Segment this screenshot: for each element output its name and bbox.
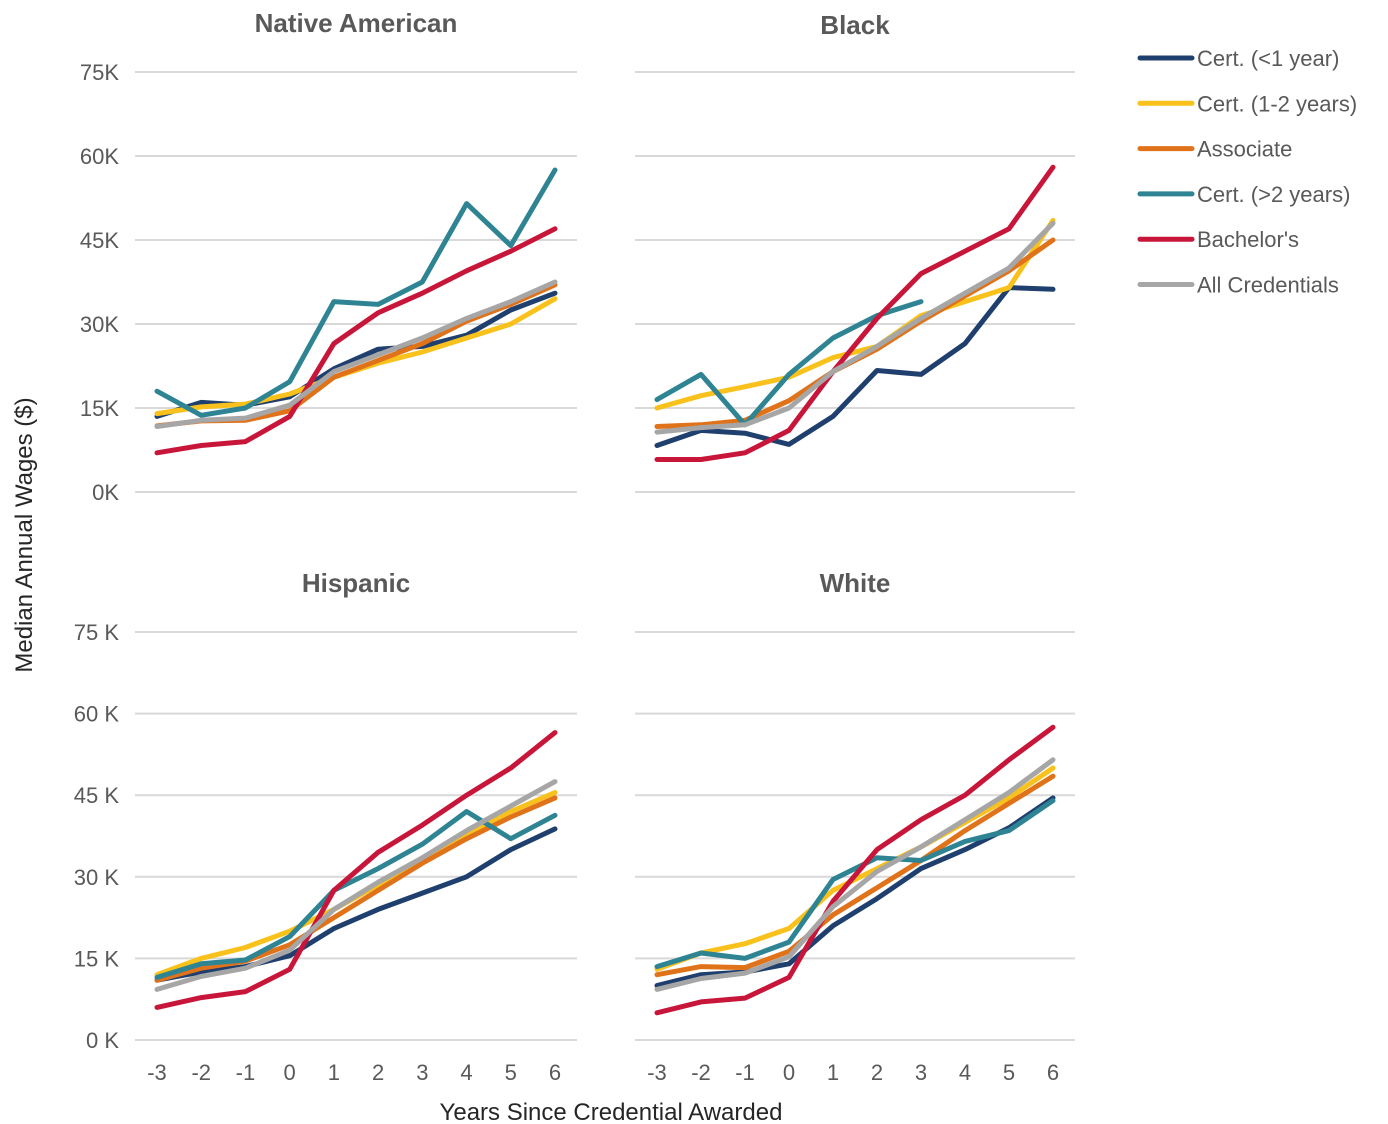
x-tick-label: 2 (372, 1060, 384, 1085)
y-axis-label: Median Annual Wages ($) (11, 397, 38, 672)
x-tick-label: -3 (647, 1060, 667, 1085)
x-tick-label: 6 (1047, 1060, 1059, 1085)
y-tick-label: 45 K (74, 783, 120, 808)
x-tick-label: 3 (416, 1060, 428, 1085)
x-tick-label: 6 (549, 1060, 561, 1085)
x-tick-label: -2 (191, 1060, 211, 1085)
y-tick-label: 0 K (86, 1028, 119, 1053)
x-tick-label: 4 (959, 1060, 971, 1085)
x-tick-label: -1 (236, 1060, 256, 1085)
panel-0: Native American 0K 15K 30K 45K 60K 75K (80, 8, 577, 505)
legend-label: Bachelor's (1197, 227, 1299, 252)
series-line (154, 167, 558, 418)
series-line (154, 279, 558, 429)
x-tick-label: 4 (460, 1060, 472, 1085)
series-line (654, 285, 1056, 448)
y-tick-label: 75K (80, 60, 119, 85)
legend: Cert. (<1 year) Cert. (1-2 years) Associat… (1137, 46, 1357, 298)
y-tick-label: 60K (80, 144, 119, 169)
x-tick-label: 1 (328, 1060, 340, 1085)
x-tick-label: 2 (871, 1060, 883, 1085)
y-tick-label: 30 K (74, 865, 120, 890)
x-tick-label: 3 (915, 1060, 927, 1085)
series-line (154, 779, 558, 992)
x-axis-label: Years Since Credential Awarded (440, 1099, 783, 1124)
y-tick-label: 45K (80, 228, 119, 253)
panel-1: Black (635, 10, 1075, 493)
x-tick-label: 1 (827, 1060, 839, 1085)
legend-label: Cert. (>2 years) (1197, 182, 1350, 207)
series-line (154, 826, 558, 983)
x-tick-label: 0 (284, 1060, 296, 1085)
panels: Native American 0K 15K 30K 45K 60K 75K Black His… (74, 8, 1075, 1085)
x-tick-label: -1 (735, 1060, 755, 1085)
series-line (654, 217, 1056, 411)
series-line (154, 730, 558, 1010)
series-line (154, 809, 558, 980)
panel-title: Hispanic (302, 568, 410, 598)
legend-item: Bachelor's (1137, 227, 1299, 252)
series-line (654, 798, 1056, 970)
legend-label: Associate (1197, 137, 1292, 162)
legend-label: Cert. (<1 year) (1197, 46, 1339, 71)
legend-item: Cert. (>2 years) (1137, 182, 1350, 207)
x-tick-label: -2 (691, 1060, 711, 1085)
series-line (154, 790, 558, 978)
series-line (654, 765, 1056, 972)
legend-item: All Credentials (1137, 273, 1339, 298)
legend-item: Cert. (<1 year) (1137, 46, 1339, 71)
panel-title: Native American (255, 8, 458, 38)
y-tick-label: 60 K (74, 702, 120, 727)
series-line (654, 724, 1056, 1016)
legend-item: Cert. (1-2 years) (1137, 91, 1357, 116)
y-tick-label: 15K (80, 396, 119, 421)
series-line (654, 237, 1056, 429)
x-tick-label: 5 (505, 1060, 517, 1085)
panel-title: Black (820, 10, 890, 40)
panel-title: White (820, 568, 891, 598)
y-tick-label: 75 K (74, 620, 120, 645)
series-line (654, 773, 1056, 978)
legend-label: All Credentials (1197, 273, 1339, 298)
series-line (654, 757, 1056, 992)
y-tick-label: 30K (80, 312, 119, 337)
y-tick-label: 0K (92, 480, 119, 505)
series-line (654, 220, 1056, 435)
x-tick-label: -3 (147, 1060, 167, 1085)
series-line (154, 226, 558, 456)
x-tick-label: 5 (1003, 1060, 1015, 1085)
panel-3: White -3 -2 -1 0 1 2 3 4 5 6 (635, 568, 1075, 1085)
panel-2: Hispanic 0 K 15 K 30 K 45 K 60 K 75 K -3 -2 -1 0 1 2… (74, 568, 577, 1085)
x-tick-label: 0 (783, 1060, 795, 1085)
legend-label: Cert. (1-2 years) (1197, 91, 1357, 116)
y-tick-label: 15 K (74, 946, 120, 971)
legend-item: Associate (1137, 137, 1292, 162)
series-line (654, 164, 1056, 462)
